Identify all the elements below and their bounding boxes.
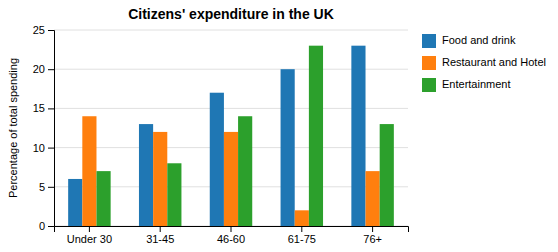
tick-mark (89, 226, 90, 232)
bar (295, 210, 309, 226)
y-tick: 25 (33, 24, 54, 36)
bar (153, 132, 167, 226)
y-tick: 5 (39, 181, 54, 193)
tick-label: 10 (33, 142, 45, 154)
x-tick: 61-75 (288, 226, 316, 245)
tick-label: 31-45 (146, 233, 174, 245)
bars (68, 46, 394, 226)
tick-label: Under 30 (67, 233, 112, 245)
bar (139, 124, 153, 226)
legend-swatch (422, 34, 436, 48)
tick-mark (372, 226, 373, 232)
tick-mark (301, 226, 302, 232)
y-tick: 15 (33, 102, 54, 114)
bar-series (68, 46, 365, 226)
tick-label: 0 (39, 220, 45, 232)
tick-label: 46-60 (217, 233, 245, 245)
tick-mark (160, 226, 161, 232)
y-axis-title: Percentage of total spending (7, 58, 19, 198)
legend: Food and drink Restaurant and Hotel Entert… (422, 34, 546, 92)
legend-label: Food and drink (442, 34, 516, 46)
tick-mark (48, 148, 54, 149)
legend-swatch (422, 56, 436, 70)
bar (68, 179, 82, 226)
tick-mark (231, 226, 232, 232)
bar (210, 93, 224, 226)
bar-series (96, 46, 393, 226)
axis-line (55, 227, 409, 233)
bar-series (82, 116, 379, 226)
legend-label: Entertainment (442, 78, 510, 90)
bar (281, 69, 295, 226)
y-tick: 10 (33, 142, 54, 154)
grid-line (54, 30, 408, 31)
x-tick: Under 30 (67, 226, 112, 245)
x-tick: 46-60 (217, 226, 245, 245)
bar (224, 132, 238, 226)
y-tick: 0 (39, 220, 54, 232)
tick-label: 25 (33, 24, 45, 36)
bar (167, 163, 181, 226)
axis-line (48, 31, 55, 227)
legend-item: Food and drink (422, 34, 516, 48)
title: Citizens' expenditure in the UK (128, 6, 334, 22)
tick-label: 15 (33, 102, 45, 114)
legend-swatch (422, 78, 436, 92)
x-tick: 31-45 (146, 226, 174, 245)
tick-mark (48, 187, 54, 188)
tick-mark (48, 226, 54, 227)
tick-mark (48, 30, 54, 31)
bar (82, 116, 96, 226)
grid (54, 30, 408, 226)
tick-label: 61-75 (288, 233, 316, 245)
x-axis: Under 30 31-45 46-60 61-75 76+ (55, 226, 409, 245)
chart: Under 30 31-45 46-60 61-75 76+ 0 5 10 15 20 25 Perc… (0, 0, 558, 252)
bar (351, 46, 365, 226)
plot: Under 30 31-45 46-60 61-75 76+ 0 5 10 15 20 25 (33, 24, 409, 245)
tick-mark (48, 108, 54, 109)
bar (366, 171, 380, 226)
legend-item: Restaurant and Hotel (422, 56, 546, 70)
tick-label: 76+ (363, 233, 382, 245)
tick-label: 5 (39, 181, 45, 193)
bar (96, 171, 110, 226)
legend-label: Restaurant and Hotel (442, 56, 546, 68)
bar (309, 46, 323, 226)
bar (238, 116, 252, 226)
x-tick: 76+ (363, 226, 382, 245)
tick-label: 20 (33, 63, 45, 75)
bar (380, 124, 394, 226)
tick-mark (48, 69, 54, 70)
legend-item: Entertainment (422, 78, 510, 92)
y-axis: 0 5 10 15 20 25 (33, 24, 55, 232)
y-tick: 20 (33, 63, 54, 75)
